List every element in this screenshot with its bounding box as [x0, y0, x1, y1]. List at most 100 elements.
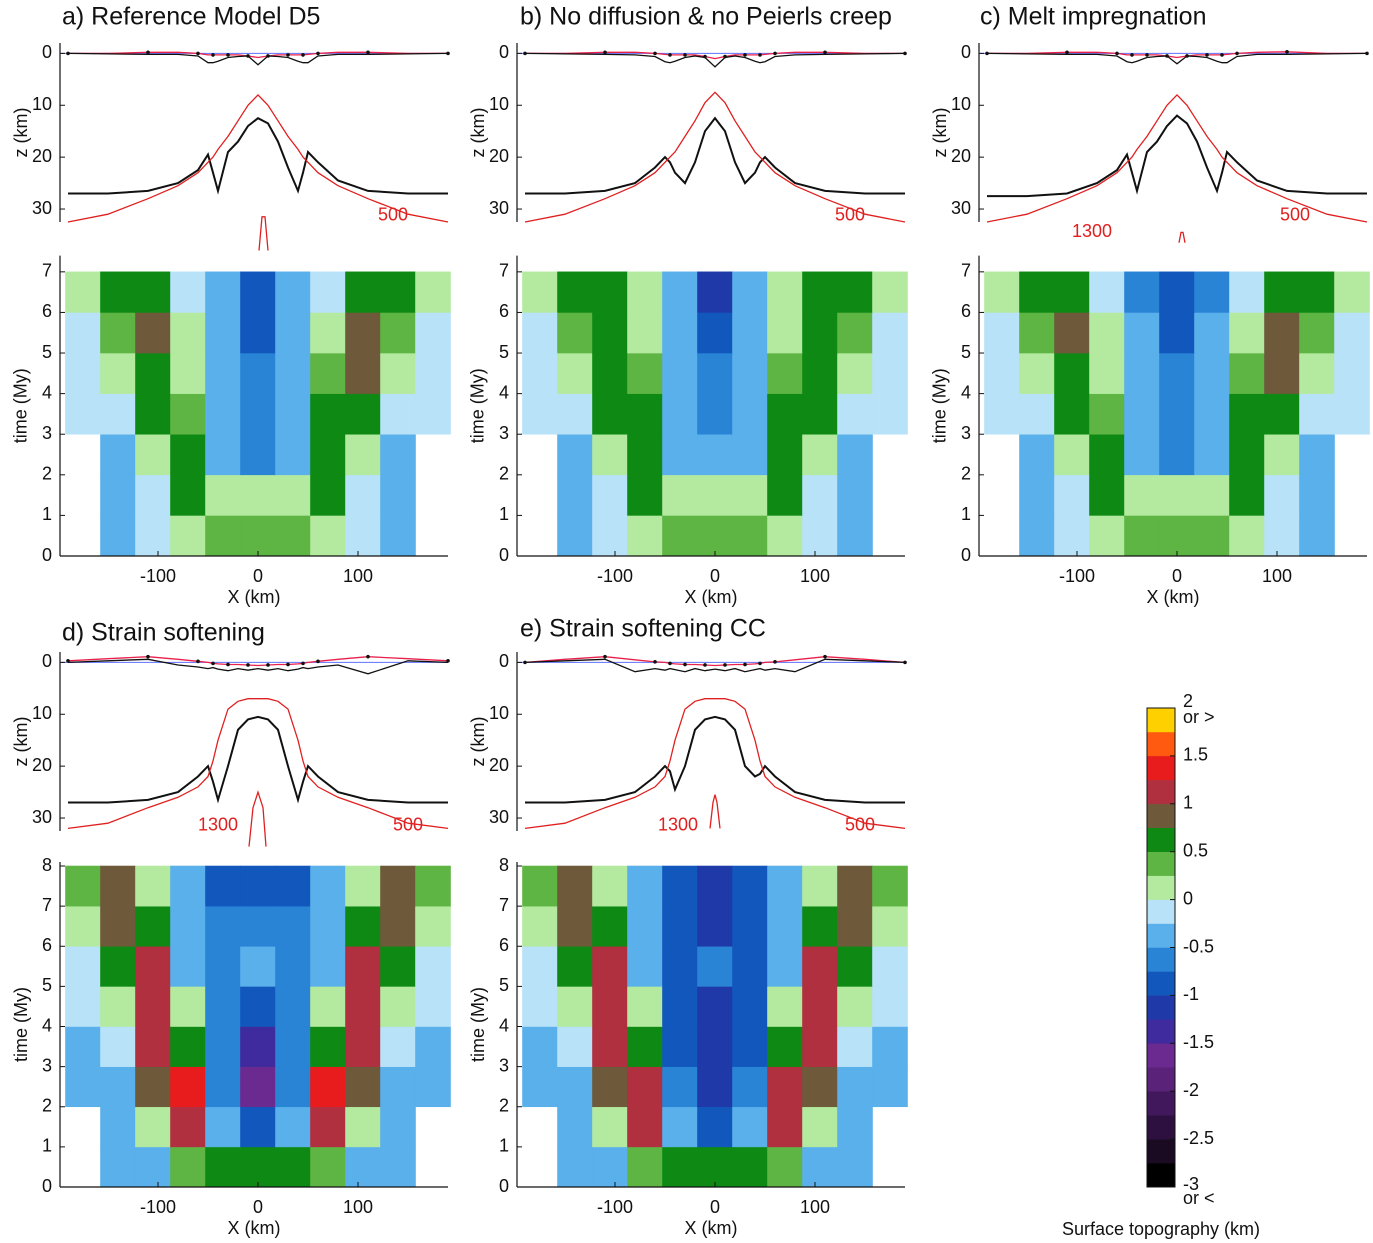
colorbar-swatch: [1146, 899, 1176, 924]
field-cell: [1194, 393, 1230, 435]
colorbar-tick-label: 0: [1183, 888, 1193, 908]
field-cell: [380, 474, 416, 516]
colorbar-swatch: [1146, 1090, 1176, 1116]
profile-line: [68, 715, 448, 804]
field-cell: [732, 474, 768, 516]
z-tick-label: 20: [489, 755, 509, 775]
field-cell: [380, 393, 416, 435]
field-cell: [1019, 271, 1055, 313]
field-cell: [275, 986, 311, 1027]
field-cell: [380, 865, 416, 907]
isotherm-label: 500: [845, 815, 875, 835]
field-cell: [345, 865, 381, 907]
field-cell: [380, 271, 416, 313]
colorbar-tick-label: -3: [1183, 1174, 1199, 1194]
field-cell: [170, 905, 206, 947]
y-tick-label: 2: [961, 464, 971, 484]
z-tick-label: 10: [32, 703, 52, 723]
surface-dot: [246, 663, 250, 667]
field-cell: [1299, 312, 1335, 354]
field-cell: [802, 1106, 838, 1148]
y-tick-label: 3: [961, 423, 971, 443]
surface-dot: [823, 50, 827, 55]
y-tick-label: 7: [42, 895, 52, 915]
surface-dot: [286, 662, 290, 667]
field-cell: [205, 865, 241, 907]
field-cell: [415, 352, 451, 394]
surface-dot: [903, 51, 907, 56]
z-axis-label: z (km): [468, 717, 488, 767]
z-axis-label: z (km): [468, 108, 488, 158]
field-cell: [522, 1066, 558, 1108]
field-cell: [380, 905, 416, 947]
field-cell: [205, 1146, 241, 1188]
field-cell: [662, 905, 698, 947]
y-tick-label: 0: [961, 545, 971, 565]
y-tick-label: 5: [961, 342, 971, 362]
field-cell: [1054, 312, 1090, 354]
surface-dot: [1235, 51, 1239, 56]
surface-dot: [668, 661, 672, 666]
field-cell: [1159, 312, 1195, 354]
field-cell: [380, 433, 416, 476]
field-cell: [627, 1146, 663, 1188]
field-cell: [380, 945, 416, 987]
y-tick-label: 7: [42, 261, 52, 281]
z-tick-label: 30: [32, 198, 52, 218]
isotherm-label: 1300: [1072, 221, 1112, 241]
profile-line: [1178, 231, 1186, 243]
field-cell: [170, 515, 206, 557]
field-cell: [557, 865, 593, 907]
colorbar-swatch: [1146, 1067, 1176, 1092]
field-cell: [205, 945, 241, 987]
field-cell: [380, 352, 416, 394]
y-tick-label: 1: [499, 1136, 509, 1156]
surface-dot: [773, 51, 777, 56]
field-cell: [984, 312, 1020, 354]
field-cell: [697, 515, 733, 557]
field-cell: [1264, 433, 1300, 476]
field-cell: [627, 312, 663, 354]
surface-dot: [316, 51, 320, 56]
field-cell: [1194, 352, 1230, 394]
field-cell: [1054, 515, 1090, 557]
field-cell: [557, 474, 593, 516]
field-cell: [767, 986, 803, 1027]
y-tick-label: 0: [42, 545, 52, 565]
colorbar-swatch: [1146, 755, 1176, 781]
field-cell: [802, 865, 838, 907]
field-cell: [275, 433, 311, 476]
field-cell: [275, 271, 311, 313]
field-cell: [1334, 393, 1370, 435]
field-cell: [732, 433, 768, 476]
y-tick-label: 0: [499, 1176, 509, 1196]
field-cell: [415, 312, 451, 354]
surface-dot: [523, 51, 527, 56]
field-cell: [240, 986, 276, 1027]
field-cell: [1299, 352, 1335, 394]
field-cell: [205, 312, 241, 354]
field-cell: [65, 312, 101, 354]
panel-title: b) No diffusion & no Peierls creep: [520, 3, 892, 31]
field-cell: [415, 865, 451, 907]
field-cell: [310, 1146, 346, 1188]
surface-dot: [196, 659, 200, 664]
field-cell: [1159, 474, 1195, 516]
x-tick-label: -100: [597, 1197, 633, 1217]
field-cell: [345, 393, 381, 435]
panel-title: d) Strain softening: [62, 619, 265, 647]
field-cell: [627, 515, 663, 557]
field-cell: [592, 905, 628, 947]
field-cell: [1019, 393, 1055, 435]
x-tick-label: 0: [253, 566, 263, 586]
profile-line: [248, 789, 267, 847]
z-tick-label: 30: [489, 198, 509, 218]
field-cell: [837, 312, 873, 354]
field-cell: [802, 515, 838, 557]
field-cell: [135, 905, 171, 947]
field-cell: [522, 905, 558, 947]
colorbar-swatch: [1146, 875, 1176, 900]
field-cell: [205, 393, 241, 435]
surface-dot: [653, 51, 657, 56]
